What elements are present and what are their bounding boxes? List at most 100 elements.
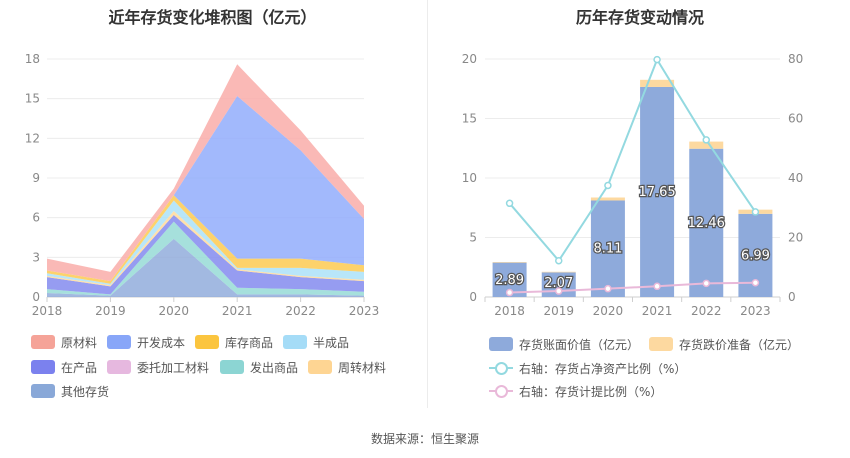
- legend-swatch: [107, 360, 131, 374]
- point-provision-ratio: [555, 287, 563, 295]
- x-tick-label: 2020: [159, 304, 190, 318]
- legend-line-marker: [489, 361, 513, 375]
- area-series: [47, 96, 364, 282]
- x-tick-label: 2019: [543, 304, 574, 318]
- y-right-tick-label: 20: [788, 231, 803, 245]
- legend-swatch: [308, 360, 332, 374]
- legend-swatch: [31, 360, 55, 374]
- area-series: [47, 64, 364, 282]
- legend-swatch: [283, 335, 307, 349]
- legend-swatch: [31, 335, 55, 349]
- x-tick-label: 2023: [740, 304, 771, 318]
- left-chart-title: 近年存货变化堆积图（亿元）: [108, 8, 317, 27]
- legend-label: 原材料: [61, 335, 98, 350]
- x-tick-label: 2018: [32, 304, 63, 318]
- legend-label: 委托加工材料: [137, 360, 210, 375]
- point-asset-ratio: [702, 136, 710, 144]
- stacked-area-chart: 0 3 6 9 12 15 18 2018 2019 2020 2021 2022 2023: [25, 52, 380, 318]
- legend-label: 库存商品: [225, 335, 274, 350]
- y-left-tick-label: 20: [462, 52, 477, 66]
- legend-swatch: [195, 335, 219, 349]
- y-tick-label: 0: [32, 290, 40, 304]
- y-tick-label: 12: [25, 131, 40, 145]
- point-asset-ratio: [653, 55, 661, 64]
- y-tick-label: 18: [25, 52, 40, 66]
- legend-swatch: [649, 337, 673, 351]
- y-left-tick-label: 10: [462, 171, 477, 185]
- bar-data-label: 17.65: [638, 185, 675, 200]
- legend-item[interactable]: 右轴：存货占净资产比例（%）: [489, 361, 687, 376]
- bar-book-value: [640, 86, 675, 297]
- legend-item[interactable]: 半成品: [283, 335, 350, 350]
- legend-label: 半成品: [313, 335, 350, 350]
- y-right-tick-label: 80: [788, 52, 803, 66]
- legend-item[interactable]: 存货账面价值（亿元）: [489, 337, 639, 352]
- y-tick-label: 3: [32, 250, 40, 264]
- y-tick-label: 6: [32, 211, 40, 225]
- y-left-tick-label: 5: [469, 231, 477, 245]
- x-tick-label: 2021: [222, 304, 253, 318]
- legend-swatch: [31, 384, 55, 398]
- point-asset-ratio: [604, 181, 612, 190]
- legend-label: 在产品: [61, 360, 98, 375]
- legend-item[interactable]: 开发成本: [107, 335, 185, 350]
- point-provision-ratio: [604, 284, 612, 293]
- right-chart-title: 历年存货变动情况: [575, 8, 704, 27]
- bar-impairment: [640, 79, 675, 87]
- x-tick-label: 2018: [494, 304, 525, 318]
- point-asset-ratio: [505, 199, 514, 208]
- legend-item[interactable]: 周转材料: [308, 360, 387, 375]
- point-provision-ratio: [505, 288, 514, 297]
- y-tick-label: 9: [32, 171, 40, 185]
- x-tick-label: 2022: [691, 304, 722, 318]
- area-series: [47, 195, 364, 284]
- legend-label: 右轴：存货计提比例（%）: [519, 384, 663, 399]
- line-provision-ratio: [509, 281, 756, 294]
- point-provision-ratio: [751, 278, 760, 287]
- area-series: [47, 221, 364, 296]
- x-tick-label: 2022: [285, 304, 316, 318]
- legend-item[interactable]: 库存商品: [195, 335, 274, 350]
- legend-item[interactable]: 存货跌价准备（亿元）: [649, 337, 800, 352]
- bar-data-label: 2.07: [544, 276, 573, 291]
- bar-impairment: [492, 262, 527, 263]
- legend-item[interactable]: 在产品: [31, 360, 98, 375]
- legend-item[interactable]: 右轴：存货计提比例（%）: [489, 384, 663, 399]
- bar-data-label: 8.11: [593, 242, 622, 257]
- point-provision-ratio: [653, 282, 661, 291]
- area-series: [47, 215, 364, 295]
- y-right-tick-label: 0: [788, 290, 796, 304]
- line-asset-ratio: [508, 57, 757, 263]
- bar-book-value: [590, 200, 625, 297]
- legend-item[interactable]: 委托加工材料: [107, 360, 210, 375]
- bar-data-label: 12.46: [688, 216, 725, 231]
- legend-line-marker: [489, 384, 513, 398]
- x-tick-label: 2019: [95, 304, 126, 318]
- bar-impairment: [541, 271, 576, 273]
- legend-label: 存货跌价准备（亿元）: [679, 337, 800, 352]
- x-tick-label: 2021: [642, 304, 673, 318]
- legend-label: 周转材料: [338, 360, 387, 375]
- y-right-tick-label: 40: [788, 171, 803, 185]
- y-right-tick-label: 60: [788, 112, 803, 126]
- y-tick-label: 15: [25, 92, 40, 106]
- legend-swatch: [107, 335, 131, 349]
- legend-item[interactable]: 原材料: [31, 335, 98, 350]
- legend-item[interactable]: 发出商品: [220, 360, 299, 375]
- area-series: [47, 238, 364, 297]
- legend-label: 右轴：存货占净资产比例（%）: [519, 361, 687, 376]
- y-left-tick-label: 15: [462, 112, 477, 126]
- bar-book-value: [689, 148, 724, 297]
- legend-label: 其他存货: [61, 384, 110, 399]
- data-source-note: 数据来源：恒生聚源: [370, 432, 479, 446]
- point-provision-ratio: [702, 279, 710, 288]
- y-left-tick-label: 0: [469, 290, 477, 304]
- bar-line-chart: 0 5 10 15 20 0 20 40 60 80 2018 2019 2020 2021 2022 202…: [462, 52, 804, 318]
- legend-label: 发出商品: [250, 360, 299, 375]
- area-series: [47, 211, 364, 287]
- bar-data-label: 2.89: [495, 273, 524, 288]
- panel-divider: [427, 0, 428, 408]
- bar-data-label: 6.99: [741, 248, 770, 263]
- legend-item[interactable]: 其他存货: [31, 384, 110, 399]
